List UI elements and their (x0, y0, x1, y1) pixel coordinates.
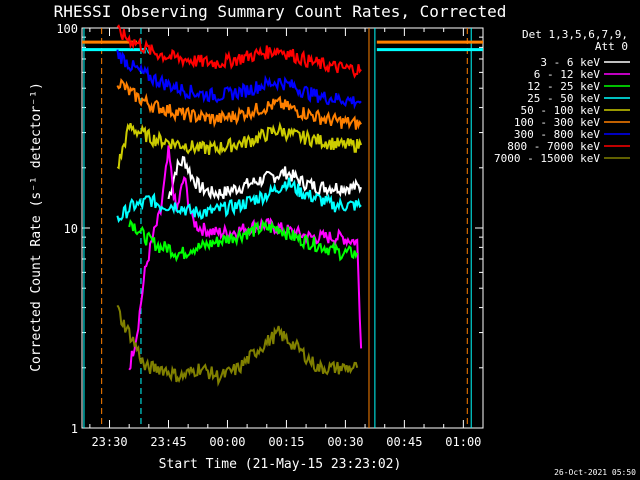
y-tick-label: 10 (64, 222, 78, 236)
y-tick-label: 100 (56, 22, 78, 36)
series-line-6-12-kev (128, 145, 363, 371)
series-line-12-25-kev (128, 218, 359, 263)
legend-entry-label: 12 - 25 keV (527, 80, 600, 93)
series-line-100-300-kev (116, 77, 362, 130)
x-tick-label: 00:00 (209, 435, 245, 449)
series-line-25-50-kev (116, 177, 362, 224)
legend-entry-label: 800 - 7000 keV (507, 140, 600, 153)
series-line-800-7000-kev (116, 24, 362, 79)
series-line-50-100-kev (116, 121, 363, 170)
y-axis-label: Corrected Count Rate (s⁻¹ detector⁻¹) (29, 82, 44, 372)
x-axis-label: Start Time (21-May-15 23:23:02) (159, 457, 402, 472)
series-line-300-800-kev (116, 49, 362, 110)
legend-entry-label: 6 - 12 keV (534, 68, 601, 81)
legend-entry-label: 25 - 50 keV (527, 92, 600, 105)
x-tick-label: 01:00 (445, 435, 481, 449)
y-tick-label: 1 (71, 422, 78, 436)
plot-axes: 1 10 100 23:30 23:45 00:00 00:15 00:30 00:45 01:0… (56, 22, 484, 449)
x-tick-label: 00:15 (268, 435, 304, 449)
legend-header: Att 0 (595, 40, 628, 53)
legend-entry-label: 3 - 6 keV (540, 56, 600, 69)
series-line-7000-15000-kev (116, 304, 359, 387)
x-tick-label: 23:45 (150, 435, 186, 449)
series-line-3-6-kev (167, 155, 363, 201)
marker-label: N (144, 46, 150, 57)
legend-header: Det 1,3,5,6,7,9, (522, 28, 628, 41)
x-tick-label: 00:45 (386, 435, 422, 449)
legend-entry-label: 7000 - 15000 keV (494, 152, 600, 165)
x-tick-label: 00:30 (327, 435, 363, 449)
legend-entry-label: 50 - 100 keV (521, 104, 601, 117)
legend-entry-label: 100 - 300 keV (514, 116, 600, 129)
footer-date: 26-Oct-2021 05:50 (554, 468, 636, 477)
x-tick-label: 23:30 (91, 435, 127, 449)
legend-entry-label: 300 - 800 keV (514, 128, 600, 141)
series-layer: N (82, 24, 483, 428)
chart-title: RHESSI Observing Summary Count Rates, Co… (54, 2, 507, 21)
